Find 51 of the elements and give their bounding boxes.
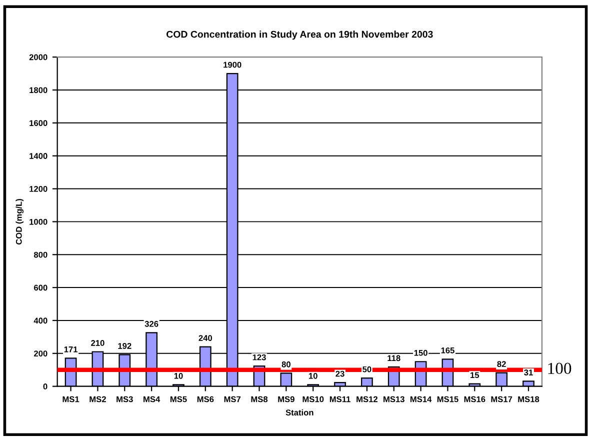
x-tick-label: MS10 — [302, 396, 324, 402]
x-tick-label: MS1 — [62, 396, 80, 402]
data-label: 82 — [497, 361, 506, 368]
data-label: 50 — [362, 366, 372, 372]
data-label: 10 — [308, 372, 318, 379]
data-label: 80 — [282, 361, 290, 368]
data-label: 192 — [118, 342, 132, 349]
x-tick-label: MS2 — [90, 396, 106, 402]
x-tick-label: MS14 — [410, 396, 432, 402]
data-label: 240 — [198, 335, 212, 341]
x-tick-label: MS12 — [356, 396, 378, 402]
x-tick-label: MS5 — [170, 396, 187, 402]
y-tick-label: 1800 — [30, 87, 48, 94]
y-tick-label: 600 — [34, 284, 48, 291]
data-label: 10 — [174, 372, 183, 379]
y-tick-label: 200 — [34, 350, 48, 356]
y-tick-label: 0 — [43, 384, 48, 390]
ref-line-label: 100 — [548, 362, 572, 374]
x-tick-label: MS13 — [384, 396, 404, 402]
data-label: 210 — [91, 340, 104, 346]
x-tick-label: MS16 — [464, 396, 486, 402]
x-tick-label: MS3 — [116, 396, 133, 402]
y-tick-label: 2000 — [29, 54, 48, 60]
x-tick-label: MS7 — [224, 396, 241, 402]
y-tick-label: 1600 — [30, 120, 48, 126]
y-tick-label: 1200 — [30, 186, 48, 192]
data-label: 150 — [414, 350, 428, 356]
data-label: 15 — [470, 372, 480, 378]
x-tick-label: MS18 — [518, 396, 540, 402]
y-tick-label: 800 — [34, 252, 48, 258]
x-tick-label: MS4 — [144, 396, 160, 402]
x-tick-label: MS15 — [437, 396, 458, 402]
x-tick-label: MS6 — [197, 396, 214, 402]
data-label: 31 — [524, 370, 533, 376]
data-label: 23 — [336, 370, 344, 377]
x-tick-label: MS8 — [251, 396, 268, 402]
data-label: 171 — [64, 346, 78, 352]
x-axis-title: Station — [286, 409, 314, 416]
y-axis-title: COD (mg/L) — [16, 198, 24, 244]
data-label: 1900 — [224, 62, 242, 68]
y-tick-label: 1400 — [30, 153, 48, 159]
y-tick-label: 1000 — [30, 218, 48, 225]
x-tick-label: MS9 — [278, 396, 294, 402]
data-label: 118 — [388, 355, 400, 362]
data-label: 326 — [144, 320, 158, 327]
data-label: 165 — [441, 347, 454, 354]
y-tick-label: 400 — [34, 318, 48, 324]
chart-title: COD Concentration in Study Area on 19th November 2003 — [166, 30, 433, 40]
data-label: 123 — [252, 354, 266, 360]
x-tick-label: MS17 — [491, 396, 512, 402]
x-tick-label: MS11 — [330, 396, 350, 402]
